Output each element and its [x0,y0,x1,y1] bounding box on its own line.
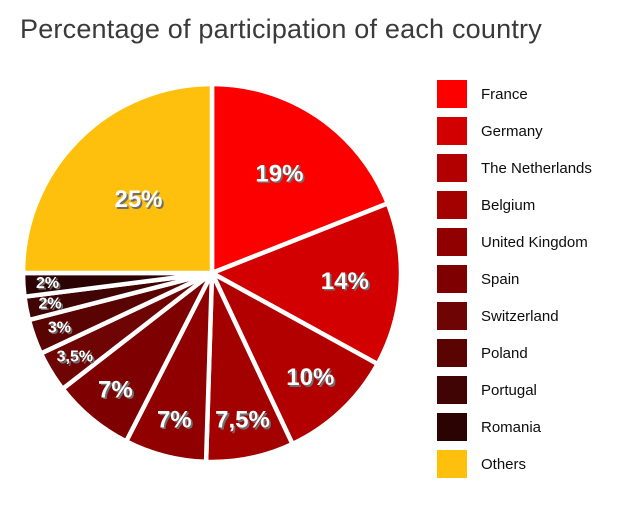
legend-label-romania: Romania [481,418,542,436]
legend-swatch-romania [437,413,467,441]
slice-label-portugal: 2% [39,295,62,312]
slice-label-shadow-poland: 3% [50,321,73,338]
pie-slice-germany [209,201,404,367]
legend-item-others: Others [437,450,617,478]
legend-label-france: France [481,85,528,103]
slice-label-switzerland: 3,5% [57,349,93,366]
legend-swatch-belgium [437,191,467,219]
legend-item-poland: Poland [437,339,617,367]
legend-item-france: France [437,80,617,108]
legend-item-spain: Spain [437,265,617,293]
slice-label-romania: 2% [36,275,59,292]
legend-label-germany: Germany [481,122,543,140]
legend-label-switzerland: Switzerland [481,307,559,325]
legend-swatch-spain [437,265,467,293]
legend-swatch-germany [437,117,467,145]
pie-slice-france [209,81,390,276]
legend-label-the-netherlands: The Netherlands [481,159,592,177]
legend-swatch-switzerland [437,302,467,330]
chart-title: Percentage of participation of each coun… [20,14,542,44]
pie-slice-the-netherlands [209,270,380,447]
legend-label-portugal: Portugal [481,381,537,399]
slice-label-shadow-spain: 7% [100,378,135,405]
legend-item-portugal: Portugal [437,376,617,404]
slice-label-shadow-belgium: 7,5% [217,408,272,435]
legend-label-united-kingdom: United Kingdom [481,233,588,251]
legend-swatch-poland [437,339,467,367]
slice-label-germany: 14% [321,268,369,295]
slice-label-shadow-united-kingdom: 7% [159,408,194,435]
legend-item-switzerland: Switzerland [437,302,617,330]
legend-swatch-france [437,80,467,108]
slice-label-belgium: 7,5% [215,407,270,434]
slice-label-shadow-others: 25% [116,188,164,215]
legend-swatch-the-netherlands [437,154,467,182]
slice-label-shadow-portugal: 2% [40,297,63,314]
legend-item-romania: Romania [437,413,617,441]
legend-swatch-portugal [437,376,467,404]
slice-label-shadow-the-netherlands: 10% [288,366,336,393]
legend-item-the-netherlands: The Netherlands [437,154,617,182]
legend-label-spain: Spain [481,270,520,288]
legend-label-belgium: Belgium [481,196,536,214]
pie-slice-others [20,81,215,276]
slice-label-poland: 3% [48,319,71,336]
legend: France Germany The Netherlands Belgium Unite… [437,80,617,487]
slice-label-spain: 7% [98,376,133,403]
legend-label-others: Others [481,455,527,473]
legend-item-germany: Germany [437,117,617,145]
legend-swatch-others [437,450,467,478]
slice-label-united-kingdom: 7% [157,406,192,433]
slice-label-shadow-germany: 14% [323,270,371,297]
slice-label-others: 25% [114,186,162,213]
legend-item-belgium: Belgium [437,191,617,219]
legend-item-united-kingdom: United Kingdom [437,228,617,256]
slice-label-shadow-switzerland: 3,5% [58,350,94,367]
legend-label-poland: Poland [481,344,528,362]
slice-label-the-netherlands: 10% [286,364,334,391]
slice-label-france: 19% [255,160,303,187]
slice-label-shadow-france: 19% [257,162,305,189]
legend-swatch-united-kingdom [437,228,467,256]
slice-label-shadow-romania: 2% [38,277,61,294]
